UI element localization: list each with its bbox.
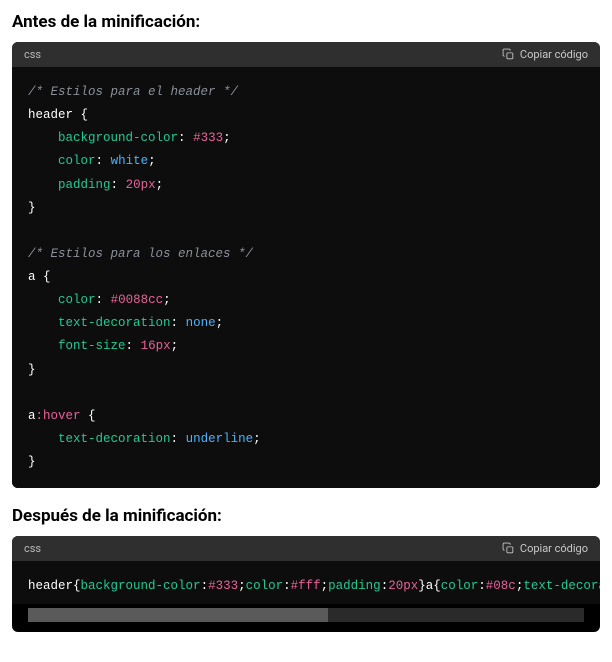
- heading-before: Antes de la minificación:: [12, 12, 600, 32]
- copy-label: Copiar código: [520, 542, 588, 555]
- copy-icon: [502, 48, 515, 61]
- copy-icon: [502, 542, 515, 555]
- code-header: css Copiar código: [12, 42, 600, 67]
- copy-label: Copiar código: [520, 48, 588, 61]
- scrollbar-thumb[interactable]: [28, 608, 328, 622]
- copy-button[interactable]: Copiar código: [502, 542, 588, 555]
- code-header: css Copiar código: [12, 536, 600, 561]
- codeblock-after: css Copiar código header{background-colo…: [12, 536, 600, 632]
- section-before: Antes de la minificación: css Copiar cód…: [12, 12, 600, 488]
- section-after: Después de la minificación: css Copiar c…: [12, 506, 600, 632]
- copy-button[interactable]: Copiar código: [502, 48, 588, 61]
- codeblock-before: css Copiar código /* Estilos para el hea…: [12, 42, 600, 488]
- heading-after: Después de la minificación:: [12, 506, 600, 526]
- horizontal-scrollbar[interactable]: [28, 608, 584, 622]
- lang-label: css: [24, 542, 41, 555]
- code-body-after: header{background-color:#333;color:#fff;…: [12, 561, 600, 604]
- code-body-before: /* Estilos para el header */ header { ba…: [12, 67, 600, 488]
- lang-label: css: [24, 48, 41, 61]
